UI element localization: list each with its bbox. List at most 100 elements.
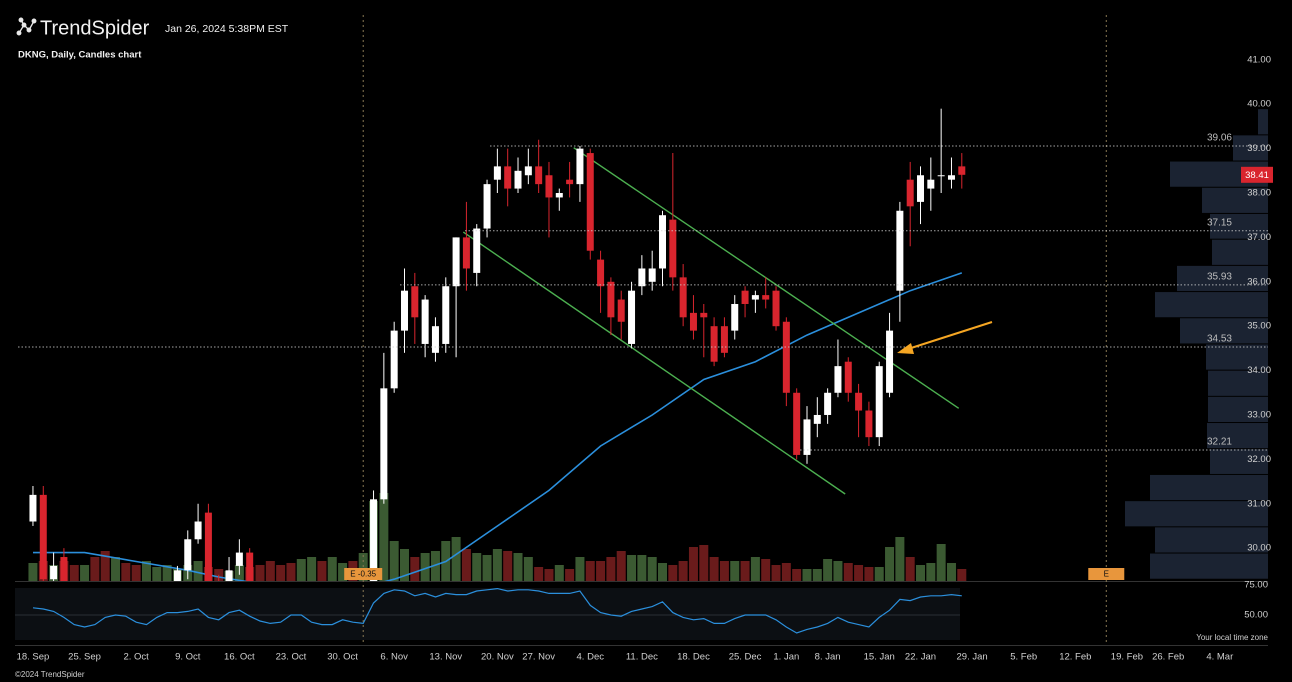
candle-body: [762, 295, 770, 300]
volume-bar: [596, 561, 606, 581]
candle-body: [896, 210, 904, 291]
volume-bar: [451, 537, 461, 581]
candle-body: [638, 268, 646, 287]
x-tick-label: 19. Feb: [1111, 652, 1143, 663]
candle-body: [173, 570, 181, 581]
candle-body: [659, 215, 667, 269]
volume-bar: [957, 569, 967, 581]
volume-bar: [823, 559, 833, 581]
x-tick-label: 4. Mar: [1206, 652, 1233, 663]
volume-bar: [688, 547, 698, 581]
volume-bar: [575, 557, 585, 581]
y-tick-label: 36.00: [1247, 276, 1271, 287]
x-tick-label: 11. Dec: [626, 652, 658, 663]
candle-body: [483, 184, 491, 229]
candle-body: [390, 330, 398, 389]
candle-body: [380, 388, 388, 500]
volume-bar: [162, 565, 172, 581]
earnings-label: E -0.35: [350, 570, 376, 579]
candle-body: [906, 179, 914, 207]
y-tick-label: 37.00: [1247, 232, 1271, 243]
x-tick-label: 1. Jan: [773, 652, 799, 663]
annotation-arrow: [897, 321, 993, 354]
candle-body: [772, 290, 780, 327]
volume-bar: [585, 561, 595, 581]
candle-body: [741, 290, 749, 304]
candle-body: [545, 175, 553, 198]
volume-bar: [111, 557, 121, 581]
volume-bar: [482, 555, 492, 581]
candle-body: [597, 259, 605, 287]
candle-body: [607, 281, 615, 318]
volume-bar: [503, 551, 513, 581]
volume-bar: [193, 561, 203, 581]
candle-body: [576, 148, 584, 185]
candle-body: [875, 366, 883, 438]
x-tick-label: 2. Oct: [123, 652, 149, 663]
profile-bar: [1210, 449, 1268, 474]
profile-bar: [1206, 344, 1268, 370]
volume-bar: [616, 551, 626, 581]
candle-body: [824, 392, 832, 415]
candle-body: [617, 299, 625, 322]
volume-bar: [843, 563, 853, 581]
y-tick-label: 40.00: [1247, 99, 1271, 110]
y-tick-label: 35.00: [1247, 321, 1271, 332]
x-tick-label: 12. Feb: [1059, 652, 1091, 663]
candle-body: [204, 512, 212, 581]
x-tick-label: 18. Sep: [17, 652, 50, 663]
volume-bar: [627, 555, 637, 581]
candle-body: [793, 392, 801, 455]
volume-bar: [678, 561, 688, 581]
volume-bar: [761, 559, 771, 581]
price-panel: [29, 108, 966, 581]
candle-body: [411, 286, 419, 318]
candle-body: [958, 166, 966, 175]
candle-body: [731, 303, 739, 331]
profile-bar: [1258, 109, 1268, 135]
volume-bar: [100, 551, 110, 581]
profile-bar: [1212, 239, 1268, 265]
volume-bar: [534, 567, 544, 581]
volume-bar: [833, 561, 843, 581]
profile-bar: [1150, 553, 1268, 579]
level-label: 32.21: [1207, 437, 1232, 448]
x-tick-label: 16. Oct: [224, 652, 255, 663]
candle-body: [844, 361, 852, 393]
volume-bar: [740, 561, 750, 581]
candle-body: [710, 326, 718, 362]
volume-bar: [28, 563, 38, 581]
candle-body: [60, 557, 68, 581]
volume-bar: [399, 549, 409, 581]
volume-bar: [905, 557, 915, 581]
x-tick-label: 29. Jan: [957, 652, 988, 663]
volume-bar: [637, 555, 647, 581]
x-tick-label: 13. Nov: [429, 652, 462, 663]
profile-bar: [1233, 135, 1268, 161]
level-label: 37.15: [1207, 217, 1232, 228]
earnings-label: E: [1104, 570, 1109, 579]
candle-body: [803, 419, 811, 455]
volume-bar: [276, 565, 286, 581]
volume-bar: [286, 563, 296, 581]
candle-body: [947, 175, 955, 180]
volume-bar: [936, 544, 946, 581]
volume-bar: [420, 553, 430, 581]
candle-body: [566, 179, 574, 185]
candle-body: [504, 166, 512, 189]
volume-bar: [544, 569, 554, 581]
volume-bar: [152, 567, 162, 581]
x-tick-label: 5. Feb: [1010, 652, 1037, 663]
candle-body: [442, 286, 450, 344]
profile-bar: [1155, 527, 1268, 553]
volume-profile: [1125, 109, 1268, 579]
candle-body: [700, 312, 708, 318]
profile-bar: [1180, 318, 1268, 344]
timestamp: Jan 26, 2024 5:38PM EST: [165, 23, 289, 35]
volume-bar: [864, 567, 874, 581]
trendline: [462, 231, 846, 495]
volume-bar: [565, 569, 575, 581]
x-tick-label: 15. Jan: [864, 652, 895, 663]
